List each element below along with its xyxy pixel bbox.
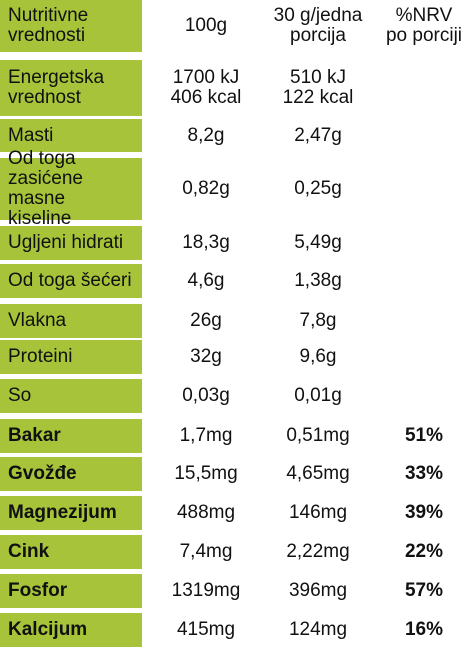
nutrient-label: Fosfor (0, 574, 142, 608)
value-per-100g: 1700 kJ 406 kcal (170, 67, 242, 108)
header-row: Nutritivne vrednosti 100g 30 g/jedna por… (0, 0, 474, 52)
value-per-portion: 9,6g (299, 346, 337, 367)
nutrient-label: So (0, 379, 142, 413)
value-nrv: 51% (404, 425, 444, 446)
header-nrv: %NRV po porciji (385, 5, 463, 46)
table-row: Od toga šećeri 4,6g 1,38g (0, 264, 474, 298)
value-per-100g: 8,2g (187, 124, 225, 146)
value-nrv: 39% (404, 502, 444, 523)
header-per-portion: 30 g/jedna porcija (273, 5, 363, 46)
value-per-portion: 0,01g (294, 385, 342, 406)
nutrient-label: Masti (0, 119, 142, 152)
value-nrv: 33% (404, 463, 444, 484)
value-per-100g: 32g (190, 346, 222, 367)
value-per-portion: 510 kJ 122 kcal (282, 67, 354, 108)
value-nrv (374, 264, 474, 298)
value-per-100g: 4,6g (187, 270, 225, 291)
value-per-100g: 18,3g (182, 232, 230, 253)
nutrient-label: Vlakna (0, 304, 142, 338)
value-per-portion: 4,65mg (286, 463, 350, 484)
table-row: So 0,03g 0,01g (0, 379, 474, 413)
value-per-portion: 0,25g (294, 178, 342, 199)
value-per-portion: 2,22mg (286, 541, 350, 562)
value-per-portion: 5,49g (294, 232, 342, 253)
nutrient-label: Od toga šećeri (0, 264, 142, 298)
nutrient-label: Ugljeni hidrati (0, 226, 142, 260)
value-per-portion: 146mg (288, 502, 348, 523)
value-per-portion: 396mg (288, 580, 348, 601)
nutrient-label: Gvožđe (0, 457, 142, 491)
value-nrv: 16% (404, 619, 444, 640)
table-row: Fosfor 1319mg 396mg 57% (0, 574, 474, 608)
value-per-portion: 2,47g (294, 124, 342, 146)
value-per-100g: 7,4mg (179, 541, 233, 562)
nutrient-label: Energetska vrednost (0, 60, 142, 116)
table-row: Cink 7,4mg 2,22mg 22% (0, 535, 474, 569)
value-nrv (374, 158, 474, 220)
table-row: Energetska vrednost 1700 kJ 406 kcal 510 k… (0, 60, 474, 116)
value-per-100g: 26g (190, 310, 222, 331)
table-row: Od toga zasićene masne kiseline 0,82g 0,25… (0, 149, 474, 229)
value-nrv: 57% (404, 580, 444, 601)
header-per-100g: 100g (184, 15, 228, 36)
value-per-100g: 1,7mg (179, 425, 233, 446)
value-per-100g: 415mg (176, 619, 236, 640)
nutrient-label: Proteini (0, 340, 142, 374)
header-label: Nutritivne vrednosti (0, 0, 142, 52)
nutrient-label: Bakar (0, 419, 142, 453)
value-nrv (374, 119, 474, 152)
table-row: Magnezijum 488mg 146mg 39% (0, 496, 474, 530)
table-row: Masti 8,2g 2,47g (0, 119, 474, 152)
table-row: Gvožđe 15,5mg 4,65mg 33% (0, 457, 474, 491)
value-per-portion: 1,38g (294, 270, 342, 291)
value-per-100g: 15,5mg (174, 463, 238, 484)
table-row: Ugljeni hidrati 18,3g 5,49g (0, 226, 474, 260)
value-per-100g: 488mg (176, 502, 236, 523)
value-per-100g: 0,82g (182, 178, 230, 199)
value-nrv (374, 379, 474, 413)
table-row: Proteini 32g 9,6g (0, 340, 474, 374)
value-nrv (374, 340, 474, 374)
table-row: Vlakna 26g 7,8g (0, 304, 474, 338)
value-nrv: 22% (404, 541, 444, 562)
value-nrv (374, 226, 474, 260)
value-nrv (374, 304, 474, 338)
nutrient-label: Od toga zasićene masne kiseline (0, 149, 142, 229)
table-row: Bakar 1,7mg 0,51mg 51% (0, 419, 474, 453)
nutrient-label: Magnezijum (0, 496, 142, 530)
value-per-100g: 0,03g (182, 385, 230, 406)
value-per-100g: 1319mg (171, 580, 241, 601)
value-nrv (374, 60, 474, 116)
nutrient-label: Cink (0, 535, 142, 569)
value-per-portion: 124mg (288, 619, 348, 640)
table-row: Kalcijum 415mg 124mg 16% (0, 613, 474, 647)
value-per-portion: 0,51mg (286, 425, 350, 446)
nutrient-label: Kalcijum (0, 613, 142, 647)
value-per-portion: 7,8g (299, 310, 337, 331)
